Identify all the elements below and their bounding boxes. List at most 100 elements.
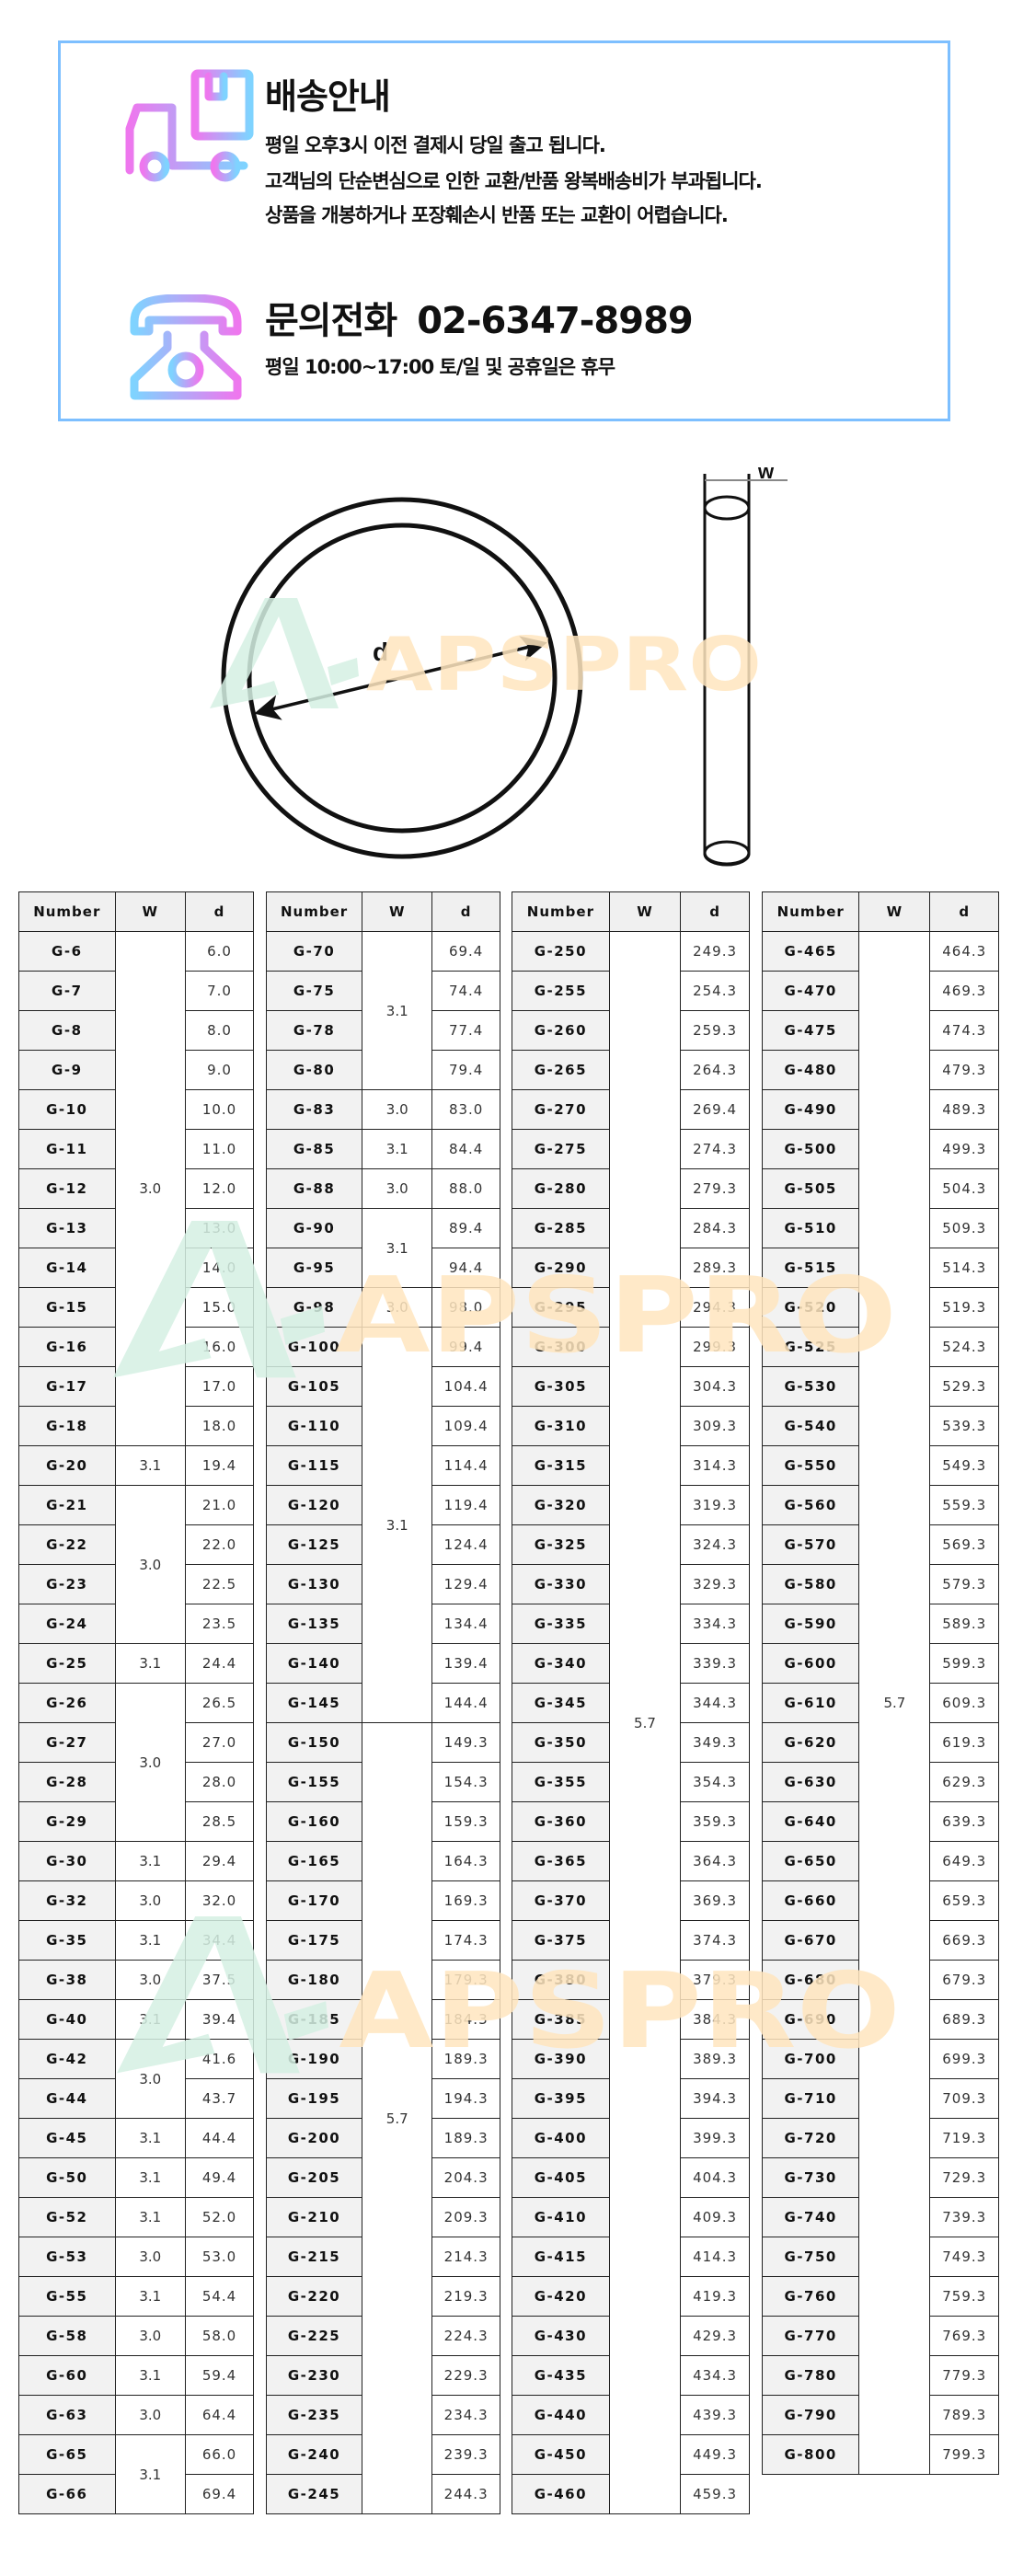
d-label: d xyxy=(373,638,388,666)
table-row: G-80 79.4 xyxy=(265,1050,500,1090)
cell-d: 44.4 xyxy=(185,2118,254,2158)
cell-number: G-570 xyxy=(761,1524,860,1565)
cell-d: 369.3 xyxy=(680,1880,750,1921)
table-row: G-320 319.3 xyxy=(512,1485,750,1525)
cell-d: 679.3 xyxy=(929,1960,999,2000)
header-d: d xyxy=(680,891,750,932)
table-row: G-505 504.3 xyxy=(761,1168,999,1209)
table-row: G-270 269.4 xyxy=(512,1089,750,1130)
table-row: G-225 224.3 xyxy=(265,2316,500,2356)
table-row: G-640 639.3 xyxy=(761,1801,999,1842)
cell-d: 789.3 xyxy=(929,2395,999,2435)
table-row: G-210 209.3 xyxy=(265,2197,500,2237)
cell-d: 169.3 xyxy=(431,1880,500,1921)
business-hours: 평일 10:00~17:00 토/일 및 공휴일은 휴무 xyxy=(265,356,615,378)
phone-number[interactable]: 02-6347-8989 xyxy=(417,300,694,342)
table-row: G-370 369.3 xyxy=(512,1880,750,1921)
cell-d: 7.0 xyxy=(185,971,254,1011)
cell-number: G-285 xyxy=(512,1208,610,1248)
cell-number: G-265 xyxy=(512,1050,610,1090)
cell-number: G-680 xyxy=(761,1960,860,2000)
table-row: G-700 699.3 xyxy=(761,2039,999,2079)
cell-number: G-560 xyxy=(761,1485,860,1525)
cell-w: 3.1 xyxy=(114,2434,187,2514)
cell-d: 349.3 xyxy=(680,1722,750,1763)
cell-d: 16.0 xyxy=(185,1327,254,1367)
table-row: G-405 404.3 xyxy=(512,2157,750,2198)
cell-number: G-90 xyxy=(265,1208,363,1248)
table-row: G-130 129.4 xyxy=(265,1564,500,1604)
cell-number: G-52 xyxy=(18,2197,116,2237)
table-row: G-55 3.1 54.4 xyxy=(18,2276,254,2317)
cell-number: G-230 xyxy=(265,2355,363,2396)
cell-number: G-295 xyxy=(512,1287,610,1328)
cell-d: 464.3 xyxy=(929,931,999,972)
cell-number: G-305 xyxy=(512,1366,610,1407)
cell-number: G-600 xyxy=(761,1643,860,1684)
cell-number: G-710 xyxy=(761,2078,860,2119)
cell-w: 3.0 xyxy=(362,1287,433,1328)
cell-number: G-385 xyxy=(512,1999,610,2040)
table-row: G-630 629.3 xyxy=(761,1762,999,1802)
cell-number: G-66 xyxy=(18,2474,116,2514)
table-row: G-690 689.3 xyxy=(761,1999,999,2040)
cell-number: G-590 xyxy=(761,1604,860,1644)
cell-number: G-120 xyxy=(265,1485,363,1525)
cell-d: 729.3 xyxy=(929,2157,999,2198)
cell-w: 3.1 xyxy=(114,1999,187,2040)
cell-d: 479.3 xyxy=(929,1050,999,1090)
cell-number: G-130 xyxy=(265,1564,363,1604)
cell-d: 234.3 xyxy=(431,2395,500,2435)
cell-d: 34.4 xyxy=(185,1920,254,1961)
table-row: G-200 189.3 xyxy=(265,2118,500,2158)
cell-d: 579.3 xyxy=(929,1564,999,1604)
table-row: G-500 499.3 xyxy=(761,1129,999,1169)
cell-number: G-510 xyxy=(761,1208,860,1248)
cell-d: 6.0 xyxy=(185,931,254,972)
cell-number: G-650 xyxy=(761,1841,860,1881)
cell-d: 514.3 xyxy=(929,1248,999,1288)
cell-number: G-550 xyxy=(761,1445,860,1486)
table-row: G-365 364.3 xyxy=(512,1841,750,1881)
cell-d: 89.4 xyxy=(431,1208,500,1248)
table-row: G-470 469.3 xyxy=(761,971,999,1011)
cell-d: 26.5 xyxy=(185,1683,254,1723)
cell-w: 3.0 xyxy=(114,2039,187,2119)
cell-d: 669.3 xyxy=(929,1920,999,1961)
table-row: G-20 3.1 19.4 xyxy=(18,1445,254,1486)
cell-number: G-190 xyxy=(265,2039,363,2079)
cell-d: 429.3 xyxy=(680,2316,750,2356)
cell-d: 19.4 xyxy=(185,1445,254,1486)
cell-d: 569.3 xyxy=(929,1524,999,1565)
cell-d: 629.3 xyxy=(929,1762,999,1802)
cell-number: G-30 xyxy=(18,1841,116,1881)
cell-w: 3.1 xyxy=(114,1445,187,1486)
table-row: G-66 69.4 xyxy=(18,2474,254,2514)
table-row: G-23 22.5 xyxy=(18,1564,254,1604)
cell-d: 309.3 xyxy=(680,1406,750,1446)
table-row: G-11 11.0 xyxy=(18,1129,254,1169)
cell-d: 244.3 xyxy=(431,2474,500,2514)
table-row: G-480 479.3 xyxy=(761,1050,999,1090)
cell-d: 399.3 xyxy=(680,2118,750,2158)
cell-d: 519.3 xyxy=(929,1287,999,1328)
cell-number: G-670 xyxy=(761,1920,860,1961)
cell-number: G-95 xyxy=(265,1248,363,1288)
cell-d: 99.4 xyxy=(431,1327,500,1367)
cell-d: 524.3 xyxy=(929,1327,999,1367)
table-row: G-53 3.0 53.0 xyxy=(18,2237,254,2277)
cell-number: G-53 xyxy=(18,2237,116,2277)
cell-number: G-320 xyxy=(512,1485,610,1525)
cell-d: 289.3 xyxy=(680,1248,750,1288)
cell-d: 439.3 xyxy=(680,2395,750,2435)
table-row: G-65 3.1 66.0 xyxy=(18,2434,254,2514)
cell-d: 589.3 xyxy=(929,1604,999,1644)
table-row: G-620 619.3 xyxy=(761,1722,999,1763)
cell-w: 3.0 xyxy=(114,2237,187,2277)
table-row: G-90 3.1 89.4 xyxy=(265,1208,500,1288)
cell-d: 53.0 xyxy=(185,2237,254,2277)
cell-w: 3.1 xyxy=(114,2118,187,2158)
table-row: G-290 289.3 xyxy=(512,1248,750,1288)
cell-d: 469.3 xyxy=(929,971,999,1011)
